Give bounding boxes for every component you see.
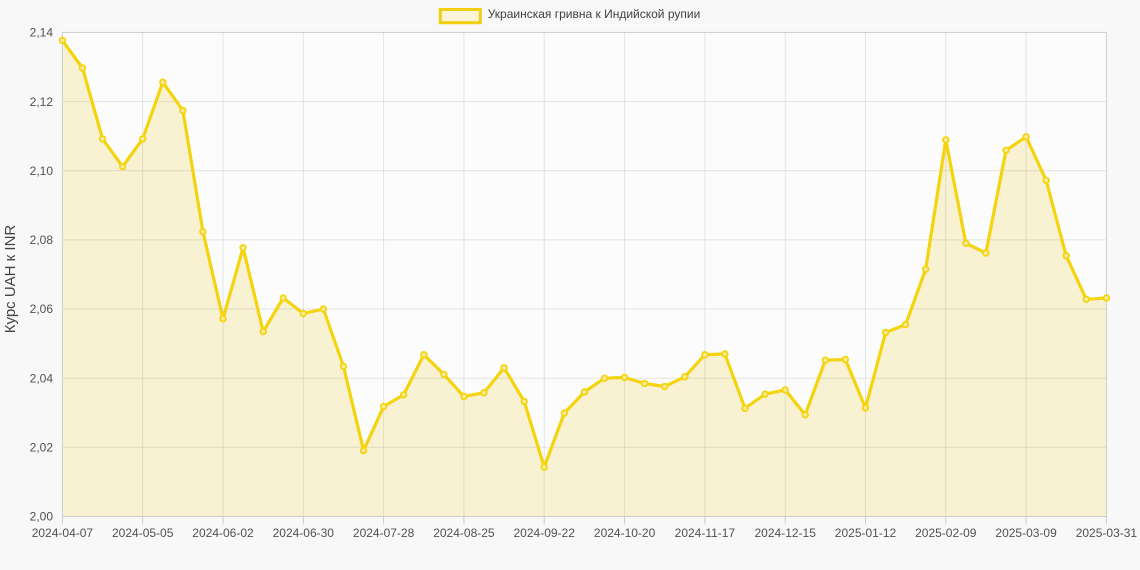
svg-text:2025-03-31: 2025-03-31: [1076, 526, 1138, 540]
svg-text:2,04: 2,04: [30, 371, 54, 385]
svg-text:Курс UAH к INR: Курс UAH к INR: [2, 225, 19, 334]
svg-text:2,00: 2,00: [30, 510, 54, 524]
svg-text:2024-10-20: 2024-10-20: [594, 526, 656, 540]
svg-text:2024-06-30: 2024-06-30: [273, 526, 335, 540]
svg-text:2024-06-02: 2024-06-02: [192, 526, 254, 540]
svg-text:2024-09-22: 2024-09-22: [514, 526, 576, 540]
svg-text:2,10: 2,10: [30, 164, 54, 178]
svg-text:2,02: 2,02: [30, 441, 54, 455]
svg-text:2,08: 2,08: [30, 233, 54, 247]
svg-text:2,12: 2,12: [30, 95, 54, 109]
svg-text:Украинская гривна к Индийской: Украинская гривна к Индийской рупии: [488, 7, 701, 21]
svg-text:2024-05-05: 2024-05-05: [112, 526, 174, 540]
svg-text:2024-12-15: 2024-12-15: [755, 526, 817, 540]
svg-text:2024-08-25: 2024-08-25: [433, 526, 495, 540]
svg-text:2024-04-07: 2024-04-07: [32, 526, 94, 540]
svg-text:2025-01-12: 2025-01-12: [835, 526, 897, 540]
svg-text:2024-07-28: 2024-07-28: [353, 526, 415, 540]
svg-text:2,14: 2,14: [30, 26, 54, 40]
svg-text:2025-02-09: 2025-02-09: [915, 526, 977, 540]
svg-text:2,06: 2,06: [30, 302, 54, 316]
svg-text:2024-11-17: 2024-11-17: [675, 526, 736, 540]
svg-text:2025-03-09: 2025-03-09: [995, 526, 1057, 540]
